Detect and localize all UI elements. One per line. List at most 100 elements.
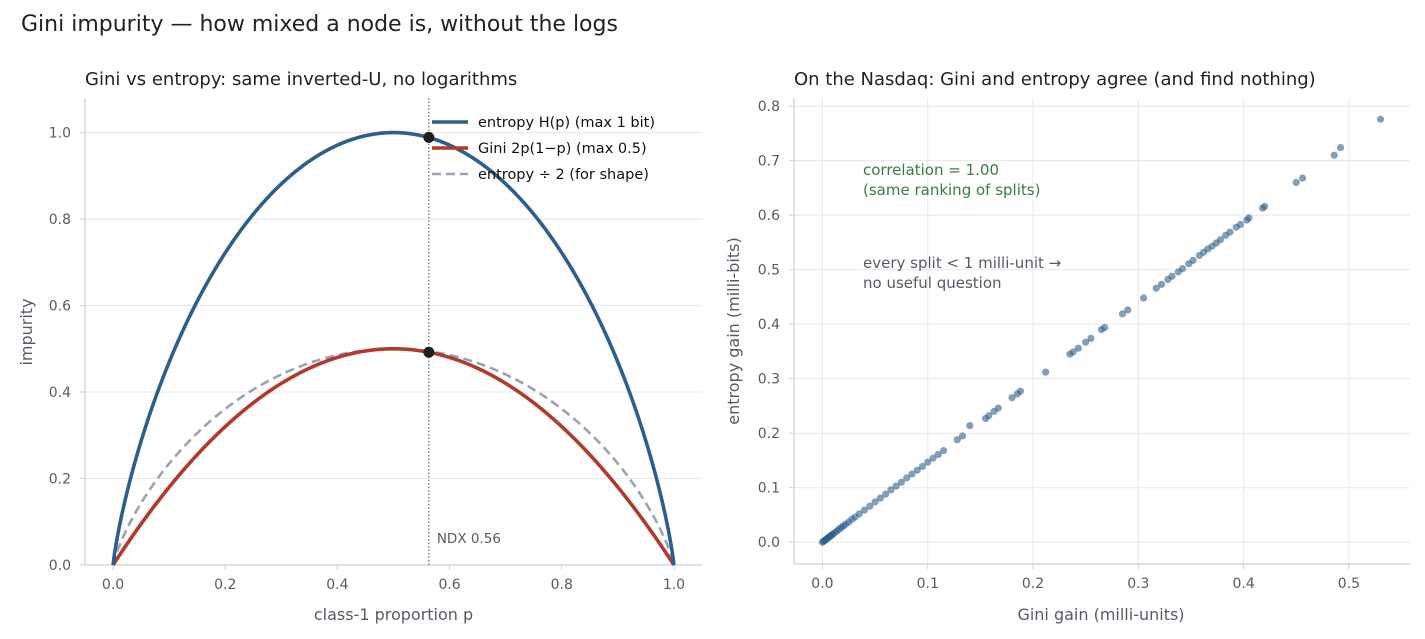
left-marker-point bbox=[423, 131, 435, 143]
right-x-ticks: 0.0 0.1 0.2 0.3 0.4 0.5 bbox=[811, 564, 1360, 592]
right-scatter-point bbox=[934, 450, 942, 459]
left-y-axis-label: impurity bbox=[17, 298, 36, 365]
left-vline-label: NDX 0.56 bbox=[437, 531, 501, 547]
left-spines bbox=[84, 98, 702, 566]
right-scatter-point bbox=[882, 490, 890, 498]
right-annotation-line: every split < 1 milli-unit → bbox=[863, 254, 1061, 272]
right-annotation-line: (same ranking of splits) bbox=[863, 181, 1040, 199]
right-scatter-point bbox=[1330, 151, 1338, 159]
left-legend-label: entropy ÷ 2 (for shape) bbox=[478, 167, 649, 183]
right-scatter-point bbox=[913, 466, 921, 474]
right-scatter-point bbox=[876, 494, 884, 502]
right-y-tick-label: 0.0 bbox=[758, 535, 780, 551]
left-y-tick-label: 1.0 bbox=[49, 126, 71, 142]
right-scatter-point bbox=[958, 432, 967, 440]
right-x-axis-label: Gini gain (milli-units) bbox=[1017, 605, 1184, 624]
left-legend-label: Gini 2p(1−p) (max 0.5) bbox=[478, 141, 647, 157]
right-x-tick-label: 0.4 bbox=[1232, 576, 1254, 592]
right-scatter-point bbox=[1226, 228, 1234, 236]
right-scatter-point bbox=[918, 462, 927, 471]
right-x-tick-label: 0.0 bbox=[811, 576, 833, 592]
right-scatter-point bbox=[985, 412, 993, 420]
right-scatter-point bbox=[887, 486, 895, 494]
left-y-tick-label: 0.4 bbox=[49, 385, 71, 401]
right-scatter-point bbox=[1139, 294, 1148, 302]
right-scatter-point bbox=[1157, 280, 1166, 288]
left-x-tick-label: 0.6 bbox=[438, 577, 460, 593]
left-x-tick-label: 0.4 bbox=[326, 577, 348, 593]
left-y-ticks: 0.0 0.2 0.4 0.6 0.8 1.0 bbox=[49, 126, 85, 574]
left-y-tick-label: 0.0 bbox=[49, 558, 71, 574]
right-scatter-point bbox=[1008, 394, 1016, 402]
right-scatter-point bbox=[953, 436, 961, 444]
left-x-axis-label: class-1 proportion p bbox=[314, 605, 473, 624]
right-y-tick-label: 0.2 bbox=[758, 426, 780, 442]
right-scatter-point bbox=[1376, 115, 1385, 123]
right-grid bbox=[794, 98, 1410, 564]
left-x-tick-label: 1.0 bbox=[663, 577, 685, 593]
right-scatter-point bbox=[1236, 220, 1245, 229]
right-scatter-point bbox=[1101, 323, 1109, 332]
right-y-tick-label: 0.3 bbox=[758, 372, 780, 388]
right-y-tick-label: 0.5 bbox=[758, 263, 780, 279]
right-chart-title: On the Nasdaq: Gini and entropy agree (a… bbox=[794, 69, 1316, 90]
right-scatter-point bbox=[1124, 306, 1132, 314]
right-scatter-point bbox=[1261, 202, 1269, 211]
right-scatter-point bbox=[860, 506, 869, 514]
left-legend-label: entropy H(p) (max 1 bit) bbox=[478, 115, 655, 131]
left-marker-point bbox=[423, 346, 435, 358]
right-y-tick-label: 0.8 bbox=[758, 99, 780, 115]
right-scatter-point bbox=[929, 454, 937, 462]
right-scatter-point bbox=[903, 474, 911, 482]
right-scatter-point bbox=[897, 478, 906, 486]
right-annotation-line: correlation = 1.00 bbox=[863, 161, 999, 179]
right-scatter-point bbox=[1216, 236, 1225, 244]
right-scatter-point bbox=[939, 447, 948, 455]
left-legend: entropy H(p) (max 1 bit) Gini 2p(1−p) (ma… bbox=[432, 115, 655, 183]
right-scatter-point bbox=[855, 510, 863, 518]
right-scatter-point bbox=[1016, 387, 1024, 395]
right-scatter-point bbox=[1118, 310, 1127, 318]
right-y-tick-label: 0.4 bbox=[758, 317, 780, 333]
right-scatter-point bbox=[1336, 143, 1345, 152]
left-series bbox=[111, 130, 676, 566]
right-scatter-point bbox=[1087, 334, 1095, 342]
right-scatter-point bbox=[1152, 284, 1160, 292]
right-y-tick-label: 0.6 bbox=[758, 208, 780, 224]
right-spines bbox=[793, 98, 1410, 565]
right-scatter-point bbox=[1074, 344, 1082, 352]
figure-title: Gini impurity — how mixed a node is, wit… bbox=[21, 12, 618, 37]
right-scatter-point bbox=[866, 502, 874, 510]
right-scatter-point bbox=[1298, 174, 1307, 182]
right-scatter-point bbox=[1042, 368, 1050, 376]
left-chart-title: Gini vs entropy: same inverted-U, no log… bbox=[85, 69, 517, 90]
right-scatter-point bbox=[1168, 272, 1176, 280]
right-y-axis-label: entropy gain (milli-bits) bbox=[724, 237, 743, 424]
right-scatter-point bbox=[1292, 178, 1300, 187]
right-scatter-point bbox=[908, 470, 916, 478]
left-markers bbox=[423, 131, 435, 358]
left-chart-panel: Gini vs entropy: same inverted-U, no log… bbox=[17, 69, 702, 624]
right-scatter-points bbox=[818, 115, 1385, 546]
left-y-tick-label: 0.2 bbox=[49, 472, 71, 488]
left-x-ticks: 0.0 0.2 0.4 0.6 0.8 1.0 bbox=[102, 565, 685, 593]
right-scatter-point bbox=[1082, 338, 1090, 346]
left-series-line-half_entropy bbox=[111, 347, 676, 566]
left-x-tick-label: 0.0 bbox=[102, 577, 124, 593]
right-scatter-point bbox=[994, 404, 1002, 412]
right-x-tick-label: 0.2 bbox=[1022, 576, 1044, 592]
right-scatter-point bbox=[1245, 214, 1253, 222]
right-scatter-point bbox=[871, 498, 879, 506]
right-x-tick-label: 0.1 bbox=[917, 576, 939, 592]
right-y-tick-label: 0.7 bbox=[758, 154, 780, 170]
right-y-ticks: 0.0 0.1 0.2 0.3 0.4 0.5 0.6 0.7 0.8 bbox=[758, 99, 794, 551]
right-scatter-point bbox=[924, 458, 932, 466]
right-x-tick-label: 0.3 bbox=[1127, 576, 1149, 592]
left-series-line-gini bbox=[111, 347, 676, 566]
right-scatter-point bbox=[1069, 348, 1077, 356]
right-scatter-point bbox=[966, 421, 974, 430]
right-x-tick-label: 0.5 bbox=[1338, 576, 1360, 592]
right-y-tick-label: 0.1 bbox=[758, 481, 780, 497]
left-vline-group: NDX 0.56 bbox=[428, 98, 501, 565]
